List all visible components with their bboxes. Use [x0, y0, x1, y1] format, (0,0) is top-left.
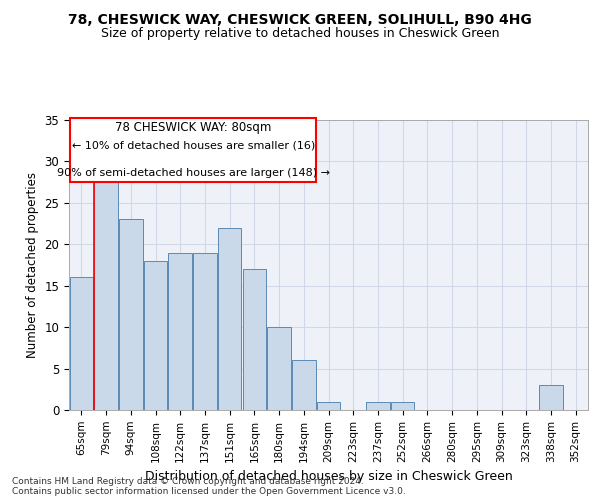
Bar: [119, 220, 143, 410]
Bar: [169, 252, 192, 410]
Bar: [144, 261, 167, 410]
Bar: [292, 360, 316, 410]
X-axis label: Distribution of detached houses by size in Cheswick Green: Distribution of detached houses by size …: [145, 470, 512, 483]
Bar: [539, 385, 563, 410]
Bar: [317, 402, 340, 410]
Text: ← 10% of detached houses are smaller (16): ← 10% of detached houses are smaller (16…: [71, 140, 315, 150]
Text: 90% of semi-detached houses are larger (148) →: 90% of semi-detached houses are larger (…: [56, 168, 329, 178]
Bar: [218, 228, 241, 410]
Y-axis label: Number of detached properties: Number of detached properties: [26, 172, 39, 358]
Bar: [70, 278, 93, 410]
Bar: [268, 327, 291, 410]
Bar: [94, 178, 118, 410]
Text: Size of property relative to detached houses in Cheswick Green: Size of property relative to detached ho…: [101, 28, 499, 40]
Text: Contains public sector information licensed under the Open Government Licence v3: Contains public sector information licen…: [12, 487, 406, 496]
Bar: [242, 269, 266, 410]
Bar: [366, 402, 389, 410]
Text: 78, CHESWICK WAY, CHESWICK GREEN, SOLIHULL, B90 4HG: 78, CHESWICK WAY, CHESWICK GREEN, SOLIHU…: [68, 12, 532, 26]
Bar: [193, 252, 217, 410]
Text: Contains HM Land Registry data © Crown copyright and database right 2024.: Contains HM Land Registry data © Crown c…: [12, 477, 364, 486]
Bar: [391, 402, 415, 410]
Text: 78 CHESWICK WAY: 80sqm: 78 CHESWICK WAY: 80sqm: [115, 121, 271, 134]
